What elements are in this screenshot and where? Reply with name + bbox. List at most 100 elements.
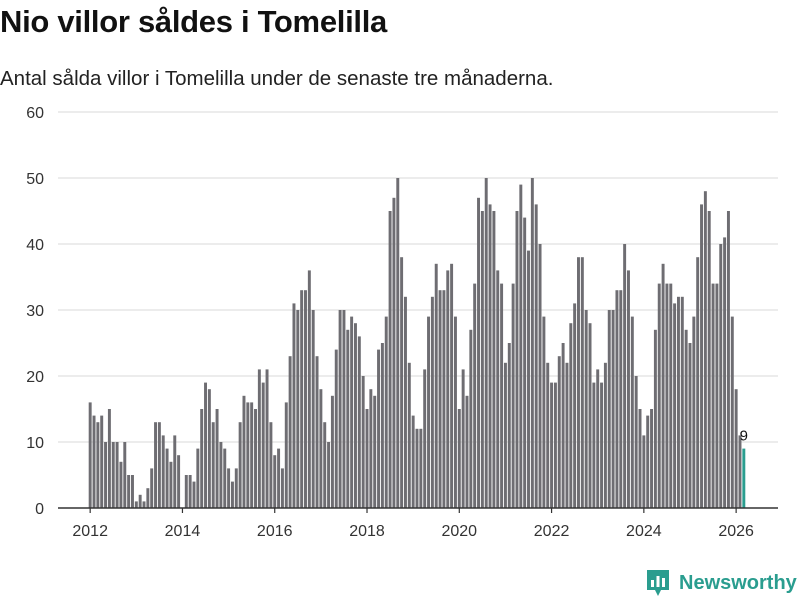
- bar: [388, 211, 392, 508]
- x-tick-label: 2026: [718, 523, 754, 540]
- bar: [400, 257, 404, 508]
- bar: [280, 468, 284, 508]
- bar: [530, 178, 534, 508]
- bar: [557, 356, 561, 508]
- bar: [738, 435, 742, 508]
- bar: [215, 409, 219, 508]
- bar: [623, 244, 627, 508]
- y-tick-label: 20: [26, 369, 44, 386]
- bar: [684, 329, 688, 508]
- annotations: 9: [740, 428, 748, 445]
- bar: [592, 382, 596, 508]
- bar: [188, 475, 192, 508]
- bar: [550, 382, 554, 508]
- x-tick-label: 2024: [626, 523, 662, 540]
- bar: [442, 290, 446, 508]
- newsworthy-logo-icon: [647, 570, 669, 596]
- bar: [553, 382, 557, 508]
- bar: [261, 382, 265, 508]
- bar: [304, 290, 307, 508]
- bar: [315, 356, 319, 508]
- bar: [665, 283, 669, 508]
- bar: [257, 369, 261, 508]
- bar: [477, 197, 480, 509]
- bar: [588, 323, 592, 508]
- bar: [254, 409, 257, 508]
- bar: [288, 356, 292, 508]
- bar: [680, 296, 684, 508]
- bar: [134, 501, 138, 508]
- bar: [603, 362, 607, 508]
- y-tick-label: 10: [26, 435, 44, 452]
- bar: [673, 303, 677, 508]
- bar: [627, 270, 630, 508]
- bar: [373, 395, 377, 508]
- current-value-label: 9: [740, 428, 748, 445]
- bar: [450, 263, 454, 508]
- x-axis: [58, 507, 778, 513]
- bar: [377, 349, 381, 508]
- bar: [284, 402, 288, 508]
- bar: [127, 475, 131, 508]
- page-title: Nio villor såldes i Tomelilla: [0, 4, 387, 39]
- bar: [173, 435, 177, 508]
- bar: [104, 442, 108, 508]
- bar: [403, 296, 407, 508]
- bar: [423, 369, 427, 508]
- bar: [500, 283, 504, 508]
- bar: [653, 329, 657, 508]
- bars: [88, 178, 746, 509]
- bar: [600, 382, 604, 508]
- bar: [457, 409, 461, 508]
- bar: [538, 244, 542, 508]
- bar: [488, 204, 492, 508]
- bar: [300, 290, 304, 508]
- bar: [323, 422, 327, 508]
- bar: [357, 336, 361, 508]
- bar: [461, 369, 465, 508]
- bar: [296, 310, 300, 508]
- bar: [469, 329, 473, 508]
- bar: [204, 382, 207, 508]
- bar: [238, 422, 242, 508]
- bar: [211, 422, 215, 508]
- bar: [131, 475, 134, 508]
- bar: [250, 402, 254, 508]
- bar: [573, 303, 577, 508]
- bar: [542, 316, 546, 508]
- bar: [100, 415, 104, 508]
- bar: [596, 369, 600, 508]
- bar: [726, 211, 730, 508]
- y-tick-label: 60: [26, 105, 44, 122]
- bar: [496, 270, 500, 508]
- bar: [342, 310, 346, 508]
- bar: [607, 310, 611, 508]
- bar: [676, 296, 680, 508]
- bar: [527, 250, 530, 508]
- bar: [150, 468, 154, 508]
- bar: [246, 402, 250, 508]
- bar: [96, 422, 100, 508]
- bar: [580, 257, 584, 508]
- x-tick-label: 2022: [534, 523, 570, 540]
- bar: [157, 422, 161, 508]
- bar: [565, 362, 569, 508]
- bar: [107, 409, 111, 508]
- bar: [242, 395, 246, 508]
- bar: [223, 448, 227, 508]
- bar: [354, 323, 357, 508]
- bar: [365, 409, 369, 508]
- bar: [438, 290, 442, 508]
- bar: [407, 362, 411, 508]
- bar: [415, 428, 419, 508]
- bar: [584, 310, 588, 508]
- bar: [327, 442, 331, 508]
- bar: [192, 481, 196, 508]
- bar: [473, 283, 477, 508]
- x-tick-label: 2016: [257, 523, 293, 540]
- bar: [619, 290, 623, 508]
- y-tick-label: 30: [26, 303, 44, 320]
- bar: [396, 178, 400, 508]
- bar: [515, 211, 519, 508]
- bar: [369, 389, 373, 508]
